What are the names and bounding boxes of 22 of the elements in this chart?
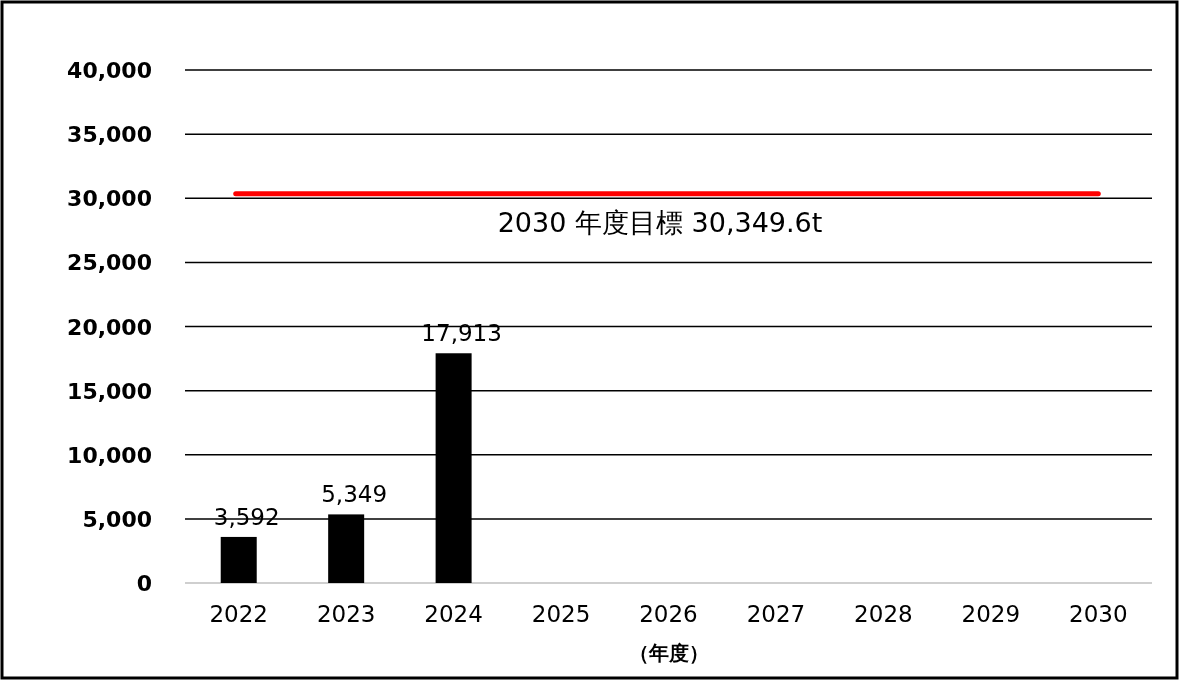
- y-tick-label: 40,000: [67, 58, 152, 83]
- y-tick-label: 15,000: [67, 378, 152, 404]
- y-tick-label: 35,000: [67, 122, 152, 148]
- y-tick-label: 25,000: [67, 250, 152, 276]
- y-tick-label: 30,000: [67, 186, 152, 212]
- x-tick-label: 2025: [531, 601, 591, 627]
- x-axis-title: （年度）: [628, 641, 709, 665]
- y-tick-label: 10,000: [67, 442, 152, 468]
- x-tick-label: 2027: [746, 601, 806, 627]
- x-tick-label: 2028: [854, 601, 913, 627]
- x-tick-label: 2030: [1069, 601, 1128, 627]
- x-tick-label: 2026: [639, 601, 698, 627]
- ref-line-label: 2030 年度目標 30,349.6t: [497, 206, 823, 238]
- x-tick-label: 2029: [961, 601, 1021, 627]
- y-tick-label: 5,000: [82, 506, 152, 532]
- x-tick-label: 2022: [209, 601, 268, 627]
- x-tick-label: 2023: [316, 601, 376, 627]
- y-tick-label: 0: [136, 571, 152, 596]
- x-tick-label: 2024: [424, 601, 483, 627]
- bar: [220, 536, 257, 583]
- data-label: 5,349: [321, 481, 388, 508]
- y-tick-label: 20,000: [67, 314, 152, 340]
